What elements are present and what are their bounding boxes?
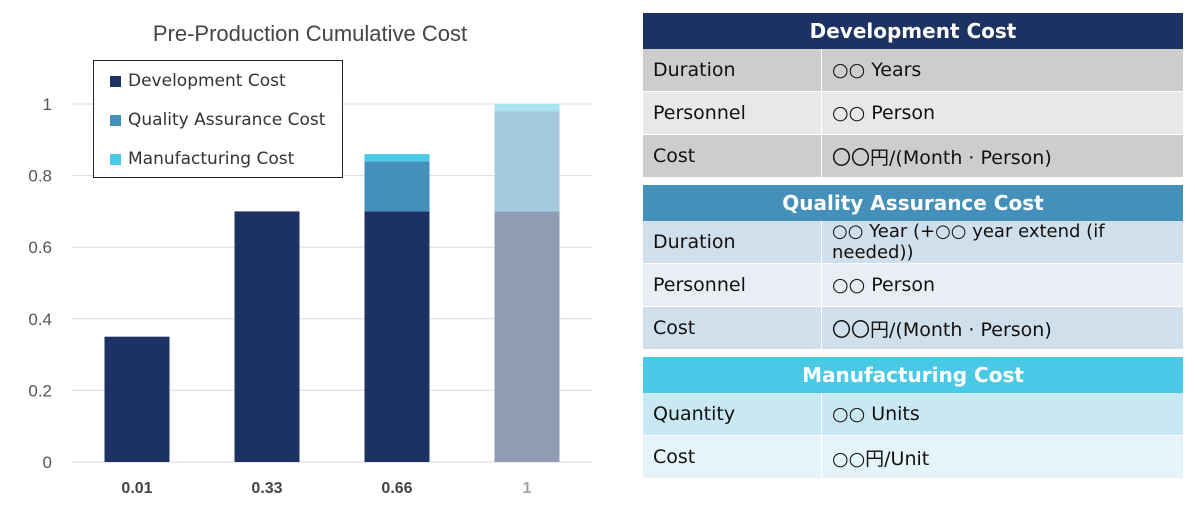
y-tick-label: 1 xyxy=(43,95,52,114)
chart-legend: Development Cost Quality Assurance Cost … xyxy=(93,60,343,178)
legend-swatch-development xyxy=(110,75,121,87)
y-tick-label: 0.8 xyxy=(28,167,52,186)
legend-label-development: Development Cost xyxy=(128,71,286,91)
row-key: Cost xyxy=(643,134,822,178)
manufacturing-cost-table: Quantity ○○ Units Cost ○○円/Unit xyxy=(643,393,1183,479)
legend-swatch-quality xyxy=(110,114,121,126)
x-axis-ticks: 0.01 0.33 0.66 1 xyxy=(121,480,531,497)
x-tick-label: 0.01 xyxy=(121,480,152,497)
bar-segment-quality-assurance-cost xyxy=(494,111,560,212)
development-cost-table: Duration ○○ Years Personnel ○○ Person Co… xyxy=(643,49,1183,178)
legend-item-quality: Quality Assurance Cost xyxy=(110,110,325,130)
row-value: 〇〇円/(Month · Person) xyxy=(821,306,1183,350)
row-key: Cost xyxy=(643,435,822,479)
development-cost-header: Development Cost xyxy=(643,13,1183,49)
legend-label-quality: Quality Assurance Cost xyxy=(128,110,326,130)
row-value: ○○ Years xyxy=(821,49,1183,92)
legend-label-manufacturing: Manufacturing Cost xyxy=(128,149,295,169)
row-key: Personnel xyxy=(643,91,822,135)
bar-segment-development-cost xyxy=(104,336,170,462)
bar-segment-development-cost xyxy=(364,211,430,462)
y-tick-label: 0.4 xyxy=(28,310,52,329)
chart-title: Pre-Production Cumulative Cost xyxy=(153,21,467,46)
x-tick-label: 0.66 xyxy=(381,480,412,497)
bar-segment-development-cost xyxy=(494,211,560,462)
table-row: Quantity ○○ Units xyxy=(643,393,1183,436)
legend-item-development: Development Cost xyxy=(110,71,286,91)
row-key: Personnel xyxy=(643,263,822,307)
y-tick-label: 0.2 xyxy=(28,381,52,400)
row-value: ○○ Person xyxy=(821,263,1183,307)
cumulative-cost-chart: Pre-Production Cumulative Cost 0 0.2 0.4 0.… xyxy=(28,21,592,497)
row-value: ○○円/Unit xyxy=(821,435,1183,479)
y-tick-label: 0 xyxy=(43,453,52,472)
row-key: Cost xyxy=(643,306,822,350)
table-row: Duration ○○ Year (+○○ year extend (if ne… xyxy=(643,221,1183,264)
table-row: Personnel ○○ Person xyxy=(643,263,1183,307)
table-row: Personnel ○○ Person xyxy=(643,91,1183,135)
x-tick-label: 1 xyxy=(523,480,532,497)
bar-segment-quality-assurance-cost xyxy=(364,161,430,212)
legend-item-manufacturing: Manufacturing Cost xyxy=(110,149,294,169)
x-tick-label: 0.33 xyxy=(251,480,282,497)
bar-segment-development-cost xyxy=(234,211,300,462)
table-row: Cost 〇〇円/(Month · Person) xyxy=(643,306,1183,350)
row-value: ○○ Units xyxy=(821,393,1183,436)
row-key: Quantity xyxy=(643,393,822,436)
row-key: Duration xyxy=(643,49,822,92)
table-row: Cost ○○円/Unit xyxy=(643,435,1183,479)
cost-tables: Development Cost Duration ○○ Years Perso… xyxy=(643,13,1183,479)
row-key: Duration xyxy=(643,221,822,264)
bars xyxy=(104,104,560,462)
row-value: ○○ Person xyxy=(821,91,1183,135)
manufacturing-cost-header: Manufacturing Cost xyxy=(643,357,1183,393)
row-value: 〇〇円/(Month · Person) xyxy=(821,134,1183,178)
bar-segment-manufacturing-cost xyxy=(364,154,430,162)
quality-assurance-cost-header: Quality Assurance Cost xyxy=(643,185,1183,221)
table-row: Duration ○○ Years xyxy=(643,49,1183,92)
legend-swatch-manufacturing xyxy=(110,153,121,165)
row-value: ○○ Year (+○○ year extend (if needed)) xyxy=(821,221,1183,264)
table-row: Cost 〇〇円/(Month · Person) xyxy=(643,134,1183,178)
bar-segment-manufacturing-cost xyxy=(494,104,560,112)
quality-assurance-cost-table: Duration ○○ Year (+○○ year extend (if ne… xyxy=(643,221,1183,350)
y-axis-ticks: 0 0.2 0.4 0.6 0.8 1 xyxy=(28,95,52,472)
y-tick-label: 0.6 xyxy=(28,238,52,257)
